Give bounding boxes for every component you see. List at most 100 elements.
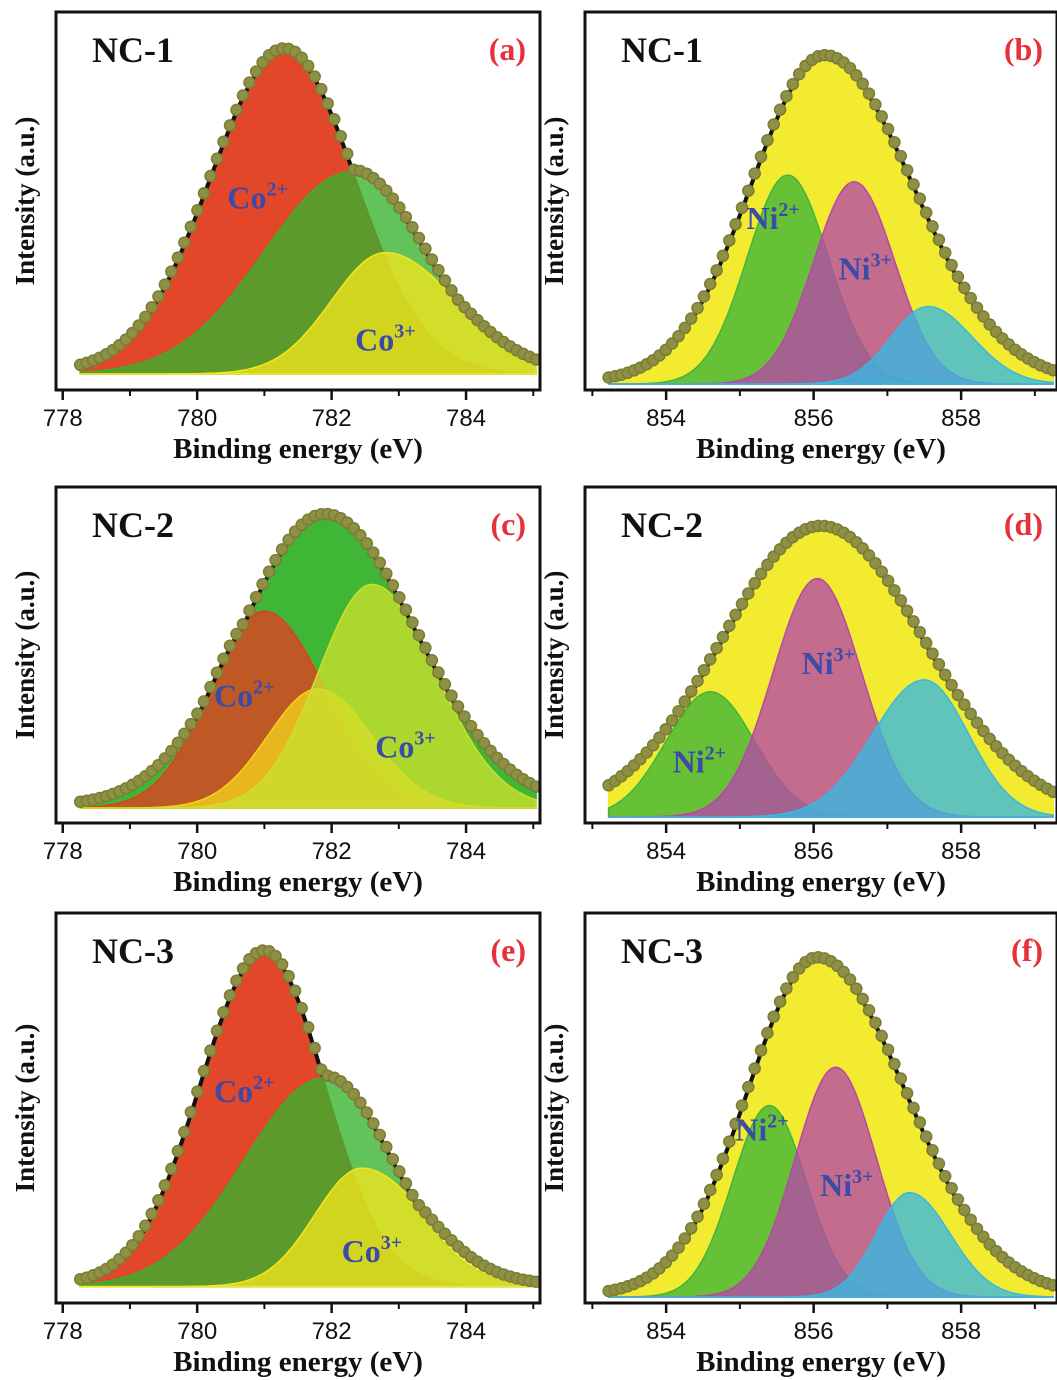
- data-point: [277, 959, 288, 970]
- data-point: [407, 617, 418, 628]
- x-tick-label: 780: [177, 1318, 217, 1345]
- data-point: [692, 303, 703, 314]
- data-point: [889, 585, 900, 596]
- panel-0: 778 780 782 784 Binding energy (eV) Intensity…: [10, 12, 542, 465]
- data-point: [212, 1025, 223, 1036]
- data-point: [212, 153, 223, 164]
- data-point: [381, 568, 392, 579]
- data-point: [153, 1195, 164, 1206]
- data-point: [927, 221, 938, 232]
- component-label-sup: 2+: [778, 199, 799, 221]
- data-point: [908, 179, 919, 190]
- data-point: [172, 252, 183, 263]
- data-point: [251, 592, 262, 603]
- data-point: [166, 1163, 177, 1174]
- data-point: [902, 605, 913, 616]
- data-point: [698, 665, 709, 676]
- data-point: [140, 1220, 151, 1231]
- data-point: [290, 985, 301, 996]
- x-axis-label: Binding energy (eV): [696, 866, 946, 898]
- data-point: [787, 79, 798, 90]
- data-point: [902, 165, 913, 176]
- plot-area: [75, 509, 542, 809]
- data-point: [303, 1022, 314, 1033]
- y-axis-label: Intensity (a.u.): [539, 571, 569, 740]
- data-point: [199, 188, 210, 199]
- component-label-sup: 3+: [381, 1232, 402, 1254]
- data-point: [218, 136, 229, 147]
- data-point: [698, 291, 709, 302]
- data-point: [381, 1142, 392, 1153]
- data-point: [179, 237, 190, 248]
- data-point: [762, 1028, 773, 1039]
- data-point: [225, 990, 236, 1001]
- component-label-sup: 2+: [253, 677, 274, 699]
- data-point: [212, 667, 223, 678]
- data-point: [316, 84, 327, 95]
- data-point: [737, 598, 748, 609]
- data-point: [914, 193, 925, 204]
- data-point: [172, 1146, 183, 1157]
- x-tick-label: 782: [312, 1318, 352, 1345]
- data-point: [146, 1208, 157, 1219]
- panel-3: 854 856 858Binding energy (eV)Intensity (a…: [539, 487, 1057, 898]
- data-point: [883, 1044, 894, 1055]
- y-axis-label: Intensity (a.u.): [10, 1024, 40, 1193]
- x-tick-label: 784: [446, 1318, 486, 1345]
- x-tick-label: 784: [446, 838, 486, 865]
- data-point: [426, 254, 437, 265]
- data-point: [692, 1211, 703, 1222]
- data-point: [433, 265, 444, 276]
- data-point: [749, 1063, 760, 1074]
- data-point: [705, 654, 716, 665]
- y-axis-label: Intensity (a.u.): [10, 571, 40, 740]
- data-point: [153, 291, 164, 302]
- data-point: [857, 993, 868, 1004]
- data-point: [711, 265, 722, 276]
- sample-name: NC-3: [92, 931, 174, 971]
- panel-tag: (b): [1004, 31, 1043, 67]
- data-point: [394, 1166, 405, 1177]
- data-point: [218, 653, 229, 664]
- data-point: [374, 557, 385, 568]
- data-point: [686, 313, 697, 324]
- data-point: [192, 205, 203, 216]
- panel-tag: (a): [489, 31, 526, 67]
- data-point: [895, 151, 906, 162]
- y-axis-label: Intensity (a.u.): [10, 117, 40, 286]
- data-point: [192, 708, 203, 719]
- data-point: [775, 996, 786, 1007]
- data-point: [864, 1005, 875, 1016]
- data-point: [446, 690, 457, 701]
- data-point: [673, 706, 684, 717]
- component-label-sup: 2+: [705, 742, 726, 764]
- data-point: [692, 676, 703, 687]
- plot-area: [75, 945, 542, 1287]
- panel-4: 778 780 782 784 Binding energy (eV) Intensity…: [10, 913, 542, 1378]
- sample-name: NC-1: [621, 30, 703, 70]
- data-point: [895, 1073, 906, 1084]
- x-tick-label: 778: [43, 405, 83, 432]
- x-tick-label: 858: [941, 1318, 981, 1345]
- component-label-sup: 3+: [834, 644, 855, 666]
- plot-area: [603, 952, 1057, 1297]
- panel-tag: (d): [1004, 506, 1043, 542]
- data-point: [908, 616, 919, 627]
- data-point: [864, 88, 875, 99]
- data-point: [940, 1171, 951, 1182]
- data-point: [185, 1107, 196, 1118]
- data-point: [179, 1127, 190, 1138]
- data-point: [965, 293, 976, 304]
- data-point: [914, 627, 925, 638]
- data-point: [895, 595, 906, 606]
- data-point: [420, 642, 431, 653]
- data-point: [724, 620, 735, 631]
- data-point: [394, 592, 405, 603]
- data-point: [231, 629, 242, 640]
- data-point: [933, 659, 944, 670]
- data-point: [166, 266, 177, 277]
- x-axis-label: Binding energy (eV): [173, 1346, 423, 1378]
- data-point: [374, 1129, 385, 1140]
- data-point: [413, 232, 424, 243]
- data-point: [225, 640, 236, 651]
